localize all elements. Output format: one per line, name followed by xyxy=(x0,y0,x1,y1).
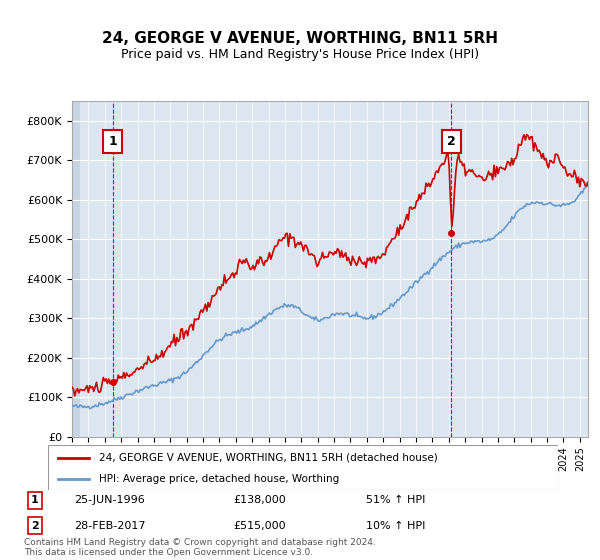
Text: 2: 2 xyxy=(31,521,39,531)
Text: 2: 2 xyxy=(447,134,456,148)
Text: 28-FEB-2017: 28-FEB-2017 xyxy=(74,521,145,531)
Text: £138,000: £138,000 xyxy=(234,496,287,506)
Text: 25-JUN-1996: 25-JUN-1996 xyxy=(74,496,145,506)
Text: 1: 1 xyxy=(31,496,39,506)
Text: 51% ↑ HPI: 51% ↑ HPI xyxy=(366,496,425,506)
Text: Contains HM Land Registry data © Crown copyright and database right 2024.
This d: Contains HM Land Registry data © Crown c… xyxy=(24,538,376,557)
Bar xyxy=(72,101,80,437)
FancyBboxPatch shape xyxy=(48,445,558,490)
Text: 24, GEORGE V AVENUE, WORTHING, BN11 5RH (detached house): 24, GEORGE V AVENUE, WORTHING, BN11 5RH … xyxy=(99,452,438,463)
Text: 10% ↑ HPI: 10% ↑ HPI xyxy=(366,521,425,531)
Text: 24, GEORGE V AVENUE, WORTHING, BN11 5RH: 24, GEORGE V AVENUE, WORTHING, BN11 5RH xyxy=(102,31,498,46)
Text: Price paid vs. HM Land Registry's House Price Index (HPI): Price paid vs. HM Land Registry's House … xyxy=(121,48,479,60)
Text: 1: 1 xyxy=(108,134,117,148)
Text: HPI: Average price, detached house, Worthing: HPI: Average price, detached house, Wort… xyxy=(99,474,339,484)
Text: £515,000: £515,000 xyxy=(234,521,286,531)
